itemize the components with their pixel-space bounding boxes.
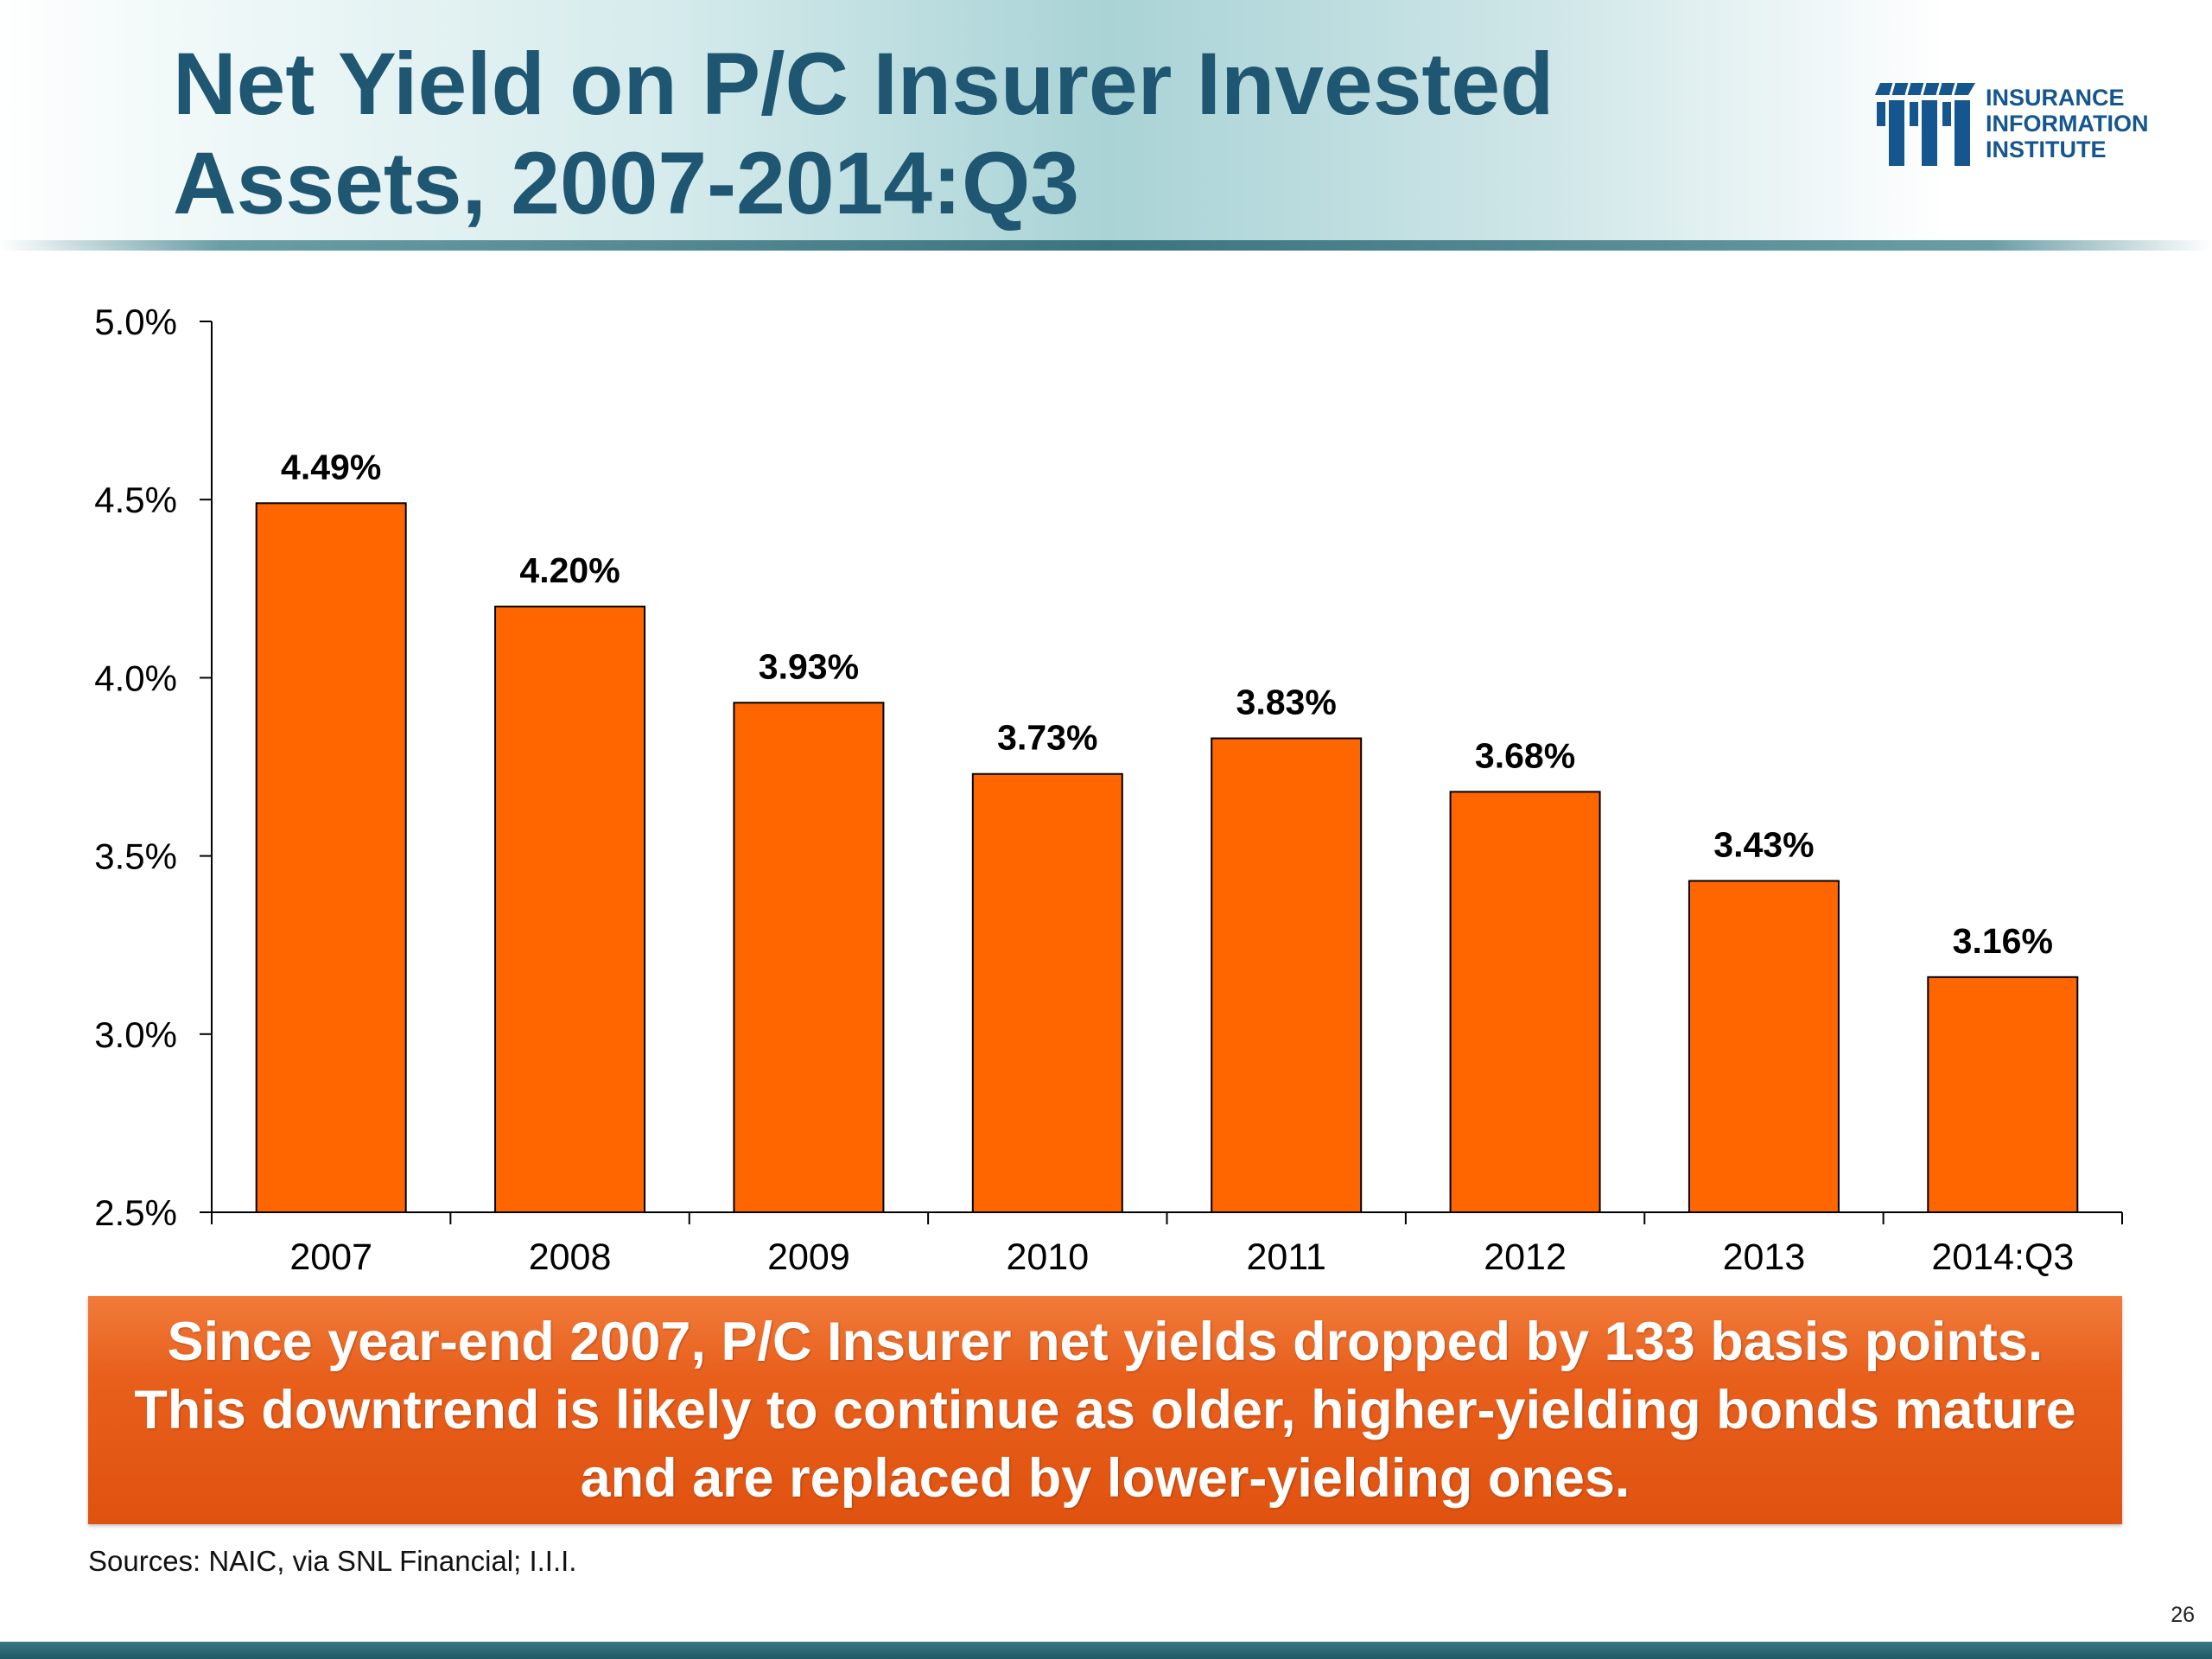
y-tick-label-4: 4.5% xyxy=(94,480,177,520)
x-tick-label-5: 2012 xyxy=(1484,1236,1567,1278)
logo-text: INSURANCE INFORMATION INSTITUTE xyxy=(1986,85,2149,162)
x-tick-label-7: 2014:Q3 xyxy=(1931,1236,2074,1278)
bar-1 xyxy=(494,605,646,1214)
data-label-3: 3.73% xyxy=(997,718,1097,758)
slide-title: Net Yield on P/C Insurer Invested Assets… xyxy=(173,35,1554,232)
y-tick-label-5: 5.0% xyxy=(94,302,177,342)
x-tick-label-1: 2008 xyxy=(529,1236,612,1278)
bar-5 xyxy=(1449,791,1601,1213)
bar-6 xyxy=(1688,880,1840,1214)
bar-7 xyxy=(1927,976,2079,1213)
callout-box: Since year-end 2007, P/C Insurer net yie… xyxy=(88,1296,2122,1524)
x-tick-label-0: 2007 xyxy=(289,1236,372,1278)
data-label-5: 3.68% xyxy=(1475,735,1575,775)
source-note: Sources: NAIC, via SNL Financial; I.I.I. xyxy=(88,1545,577,1577)
iii-logo: INSURANCE INFORMATION INSTITUTE xyxy=(1875,82,2177,169)
data-label-1: 4.20% xyxy=(519,550,620,590)
y-tick-label-1: 3.0% xyxy=(94,1014,177,1055)
x-tick-label-6: 2013 xyxy=(1723,1236,1806,1278)
header-banner xyxy=(0,0,2212,246)
bar-chart: 4.49% 2007 4.20% 2008 3.93% 2009 3.73% 2010 3.83… xyxy=(94,302,2123,1278)
data-label-4: 3.83% xyxy=(1236,683,1337,722)
bar-3 xyxy=(971,772,1123,1213)
x-tick-label-4: 2011 xyxy=(1246,1236,1325,1278)
page-number: 26 xyxy=(2171,1603,2195,1627)
data-label-7: 3.16% xyxy=(1953,921,2053,961)
y-tick-label-0: 2.5% xyxy=(94,1192,177,1233)
data-label-2: 3.93% xyxy=(759,646,859,686)
callout-text: Since year-end 2007, P/C Insurer net yie… xyxy=(134,1311,2076,1509)
header-divider xyxy=(0,240,2212,251)
x-tick-label-3: 2010 xyxy=(1006,1236,1089,1278)
data-label-0: 4.49% xyxy=(281,447,381,486)
x-tick-label-2: 2009 xyxy=(767,1236,850,1278)
data-label-6: 3.43% xyxy=(1713,824,1814,864)
bar-2 xyxy=(733,702,885,1213)
y-tick-label-2: 3.5% xyxy=(94,836,177,877)
y-tick-label-3: 4.0% xyxy=(94,658,177,698)
bar-0 xyxy=(255,502,407,1214)
bar-4 xyxy=(1211,737,1363,1213)
iii-logo-icon xyxy=(1875,82,1975,166)
footer-bar xyxy=(0,1642,2212,1659)
